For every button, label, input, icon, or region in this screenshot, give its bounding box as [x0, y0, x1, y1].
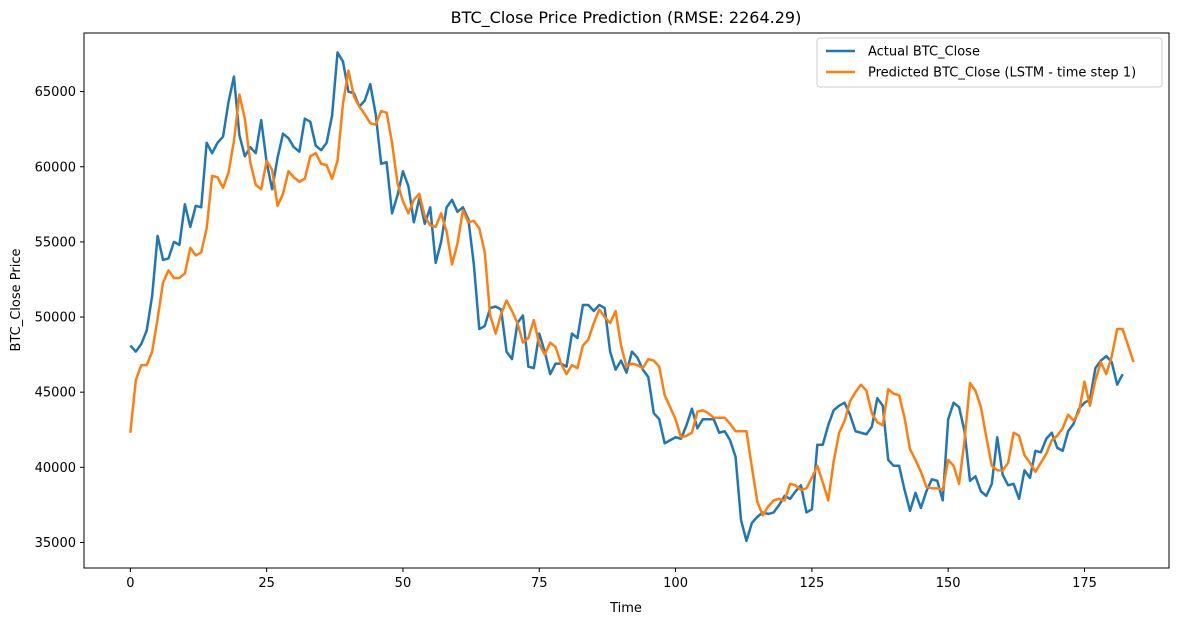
plot-series — [129, 51, 1135, 543]
legend: Actual BTC_Close Predicted BTC_Close (LST… — [816, 37, 1163, 88]
series-line-predicted — [129, 69, 1135, 517]
y-tick-label: 65000 — [35, 85, 76, 100]
legend-box — [816, 37, 1163, 88]
x-tick-label: 50 — [395, 576, 412, 591]
x-tick-label: 175 — [1072, 576, 1097, 591]
y-axis-label: BTC_Close Price — [9, 249, 24, 352]
plot-frame — [83, 32, 1170, 569]
y-tick-label: 40000 — [35, 461, 76, 476]
chart-title: BTC_Close Price Prediction (RMSE: 2264.2… — [451, 8, 802, 28]
x-tick-label: 25 — [258, 576, 275, 591]
y-axis: 35000 40000 45000 50000 55000 60000 65000 — [35, 85, 84, 551]
x-tick-label: 0 — [126, 576, 134, 591]
x-tick-label: 125 — [799, 576, 824, 591]
x-tick-label: 150 — [936, 576, 961, 591]
y-tick-label: 60000 — [35, 160, 76, 175]
legend-label: Actual BTC_Close — [868, 45, 980, 60]
x-tick-label: 100 — [663, 576, 688, 591]
legend-label: Predicted BTC_Close (LSTM - time step 1) — [868, 66, 1136, 81]
x-tick-label: 75 — [531, 576, 548, 591]
y-tick-label: 50000 — [35, 311, 76, 326]
y-tick-label: 35000 — [35, 536, 76, 551]
x-axis: 0 25 50 75 100 125 150 175 — [126, 568, 1097, 591]
y-tick-label: 55000 — [35, 235, 76, 250]
y-tick-label: 45000 — [35, 386, 76, 401]
series-line-actual — [129, 51, 1124, 543]
x-axis-label: Time — [609, 601, 642, 616]
